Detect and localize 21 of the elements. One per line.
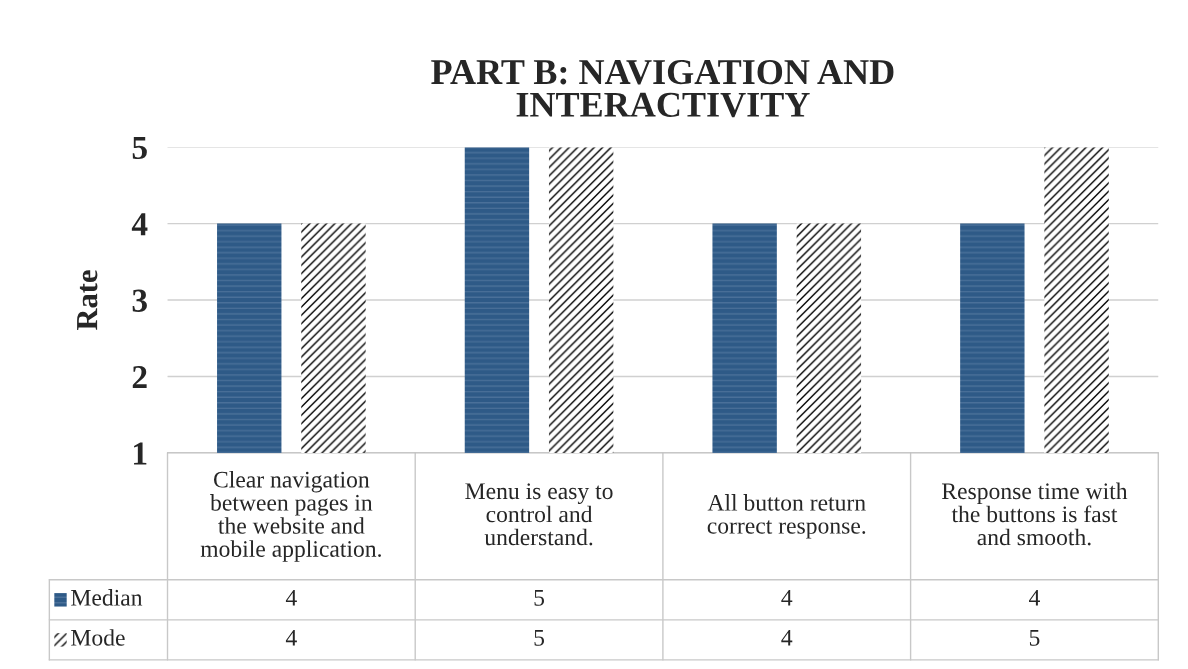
y-tick-label: 1: [134, 442, 147, 465]
data-label: 4: [285, 589, 297, 606]
data-label: 4: [781, 630, 793, 646]
data-label: 5: [534, 590, 545, 606]
y-tick-label: 5: [132, 136, 147, 160]
y-tick-label: 2: [132, 365, 147, 389]
chart-title: PART B: NAVIGATION AND INTERACTIVITY: [431, 59, 894, 118]
data-label: 4: [781, 589, 793, 606]
legend-label: Mode: [71, 629, 125, 646]
x-tick-label: All button return correct response.: [707, 494, 866, 539]
x-tick-label: Clear navigation between pages in the website and mobile application.: [200, 471, 381, 562]
x-tick-label: Menu is easy to control and understand.: [465, 483, 613, 546]
legend-label: Median: [71, 589, 143, 606]
y-tick-label: 3: [132, 289, 147, 312]
data-label: 5: [534, 630, 545, 646]
data-label: 4: [285, 630, 297, 646]
y-axis-title: Rate: [77, 270, 98, 331]
x-tick-label: Response time with the buttons is fast and smooth.: [942, 482, 1128, 546]
data-label: 5: [1029, 630, 1040, 646]
data-label: 4: [1029, 589, 1040, 606]
y-tick-label: 4: [131, 213, 148, 236]
